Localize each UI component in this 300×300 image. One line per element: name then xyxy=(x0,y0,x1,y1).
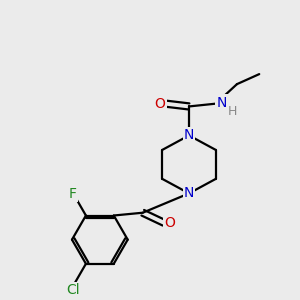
Text: Cl: Cl xyxy=(66,283,80,297)
Text: N: N xyxy=(184,186,194,200)
Text: N: N xyxy=(216,95,226,110)
Text: O: O xyxy=(164,216,175,230)
Text: O: O xyxy=(154,97,166,111)
Text: F: F xyxy=(69,187,77,201)
Text: H: H xyxy=(228,105,237,118)
Text: N: N xyxy=(184,128,194,142)
